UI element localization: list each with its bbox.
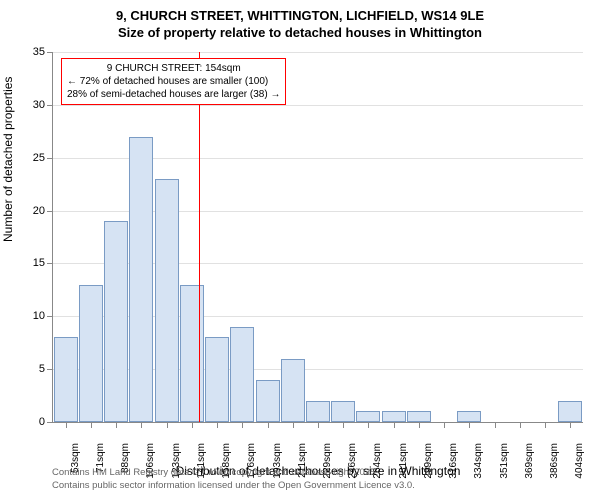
x-tick [167,422,168,428]
x-tick [368,422,369,428]
x-tick [419,422,420,428]
histogram-bar [407,411,431,422]
y-tick [47,422,53,423]
y-tick-label: 15 [23,257,45,269]
y-tick [47,316,53,317]
x-tick [141,422,142,428]
y-tick-label: 35 [23,46,45,58]
x-tick [318,422,319,428]
x-tick [91,422,92,428]
x-tick-label: 386sqm [549,443,560,479]
histogram-bar [54,337,78,422]
x-tick [242,422,243,428]
annotation-box: 9 CHURCH STREET: 154sqm← 72% of detached… [61,58,286,105]
annotation-line: 9 CHURCH STREET: 154sqm [67,62,280,75]
x-tick [469,422,470,428]
x-tick [444,422,445,428]
y-tick-label: 20 [23,205,45,217]
title-line-2: Size of property relative to detached ho… [0,25,600,42]
x-tick-label: 334sqm [473,443,484,479]
x-tick [394,422,395,428]
histogram-bar [155,179,179,422]
y-tick-label: 10 [23,310,45,322]
x-tick-label: 404sqm [574,443,585,479]
footer-line-1: Contains HM Land Registry data © Crown c… [52,467,415,479]
title-line-1: 9, CHURCH STREET, WHITTINGTON, LICHFIELD… [0,8,600,25]
x-tick [570,422,571,428]
x-tick [520,422,521,428]
histogram-bar [281,359,305,422]
histogram-bar [129,137,153,422]
y-tick [47,369,53,370]
x-tick-label: 316sqm [448,443,459,479]
x-tick [116,422,117,428]
annotation-line: 28% of semi-detached houses are larger (… [67,88,280,101]
reference-line [199,52,200,422]
footer-line-2: Contains public sector information licen… [52,480,415,492]
footer-attribution: Contains HM Land Registry data © Crown c… [52,467,415,492]
x-tick [66,422,67,428]
plot-area: Distribution of detached houses by size … [52,52,583,423]
y-tick [47,263,53,264]
histogram-bar [558,401,582,422]
x-tick [217,422,218,428]
histogram-bar [180,285,204,422]
y-tick-label: 25 [23,152,45,164]
chart-container: 9, CHURCH STREET, WHITTINGTON, LICHFIELD… [0,0,600,500]
histogram-bar [382,411,406,422]
x-tick-label: 369sqm [524,443,535,479]
histogram-bar [457,411,481,422]
x-tick [343,422,344,428]
y-tick [47,52,53,53]
y-tick-label: 0 [23,416,45,428]
y-tick-label: 30 [23,99,45,111]
y-axis-title: Number of detached properties [1,77,15,242]
histogram-bar [256,380,280,422]
histogram-bar [331,401,355,422]
chart-title: 9, CHURCH STREET, WHITTINGTON, LICHFIELD… [0,0,600,42]
histogram-bar [230,327,254,422]
histogram-bar [205,337,229,422]
x-tick [545,422,546,428]
y-tick [47,105,53,106]
histogram-bar [356,411,380,422]
x-tick [192,422,193,428]
x-tick-label: 351sqm [499,443,510,479]
x-tick [268,422,269,428]
y-tick-label: 5 [23,363,45,375]
x-tick [293,422,294,428]
histogram-bar [79,285,103,422]
x-tick [495,422,496,428]
y-tick [47,211,53,212]
annotation-line: ← 72% of detached houses are smaller (10… [67,75,280,88]
gridline [53,52,583,53]
histogram-bar [306,401,330,422]
histogram-bar [104,221,128,422]
y-tick [47,158,53,159]
x-tick-label: 299sqm [423,443,434,479]
